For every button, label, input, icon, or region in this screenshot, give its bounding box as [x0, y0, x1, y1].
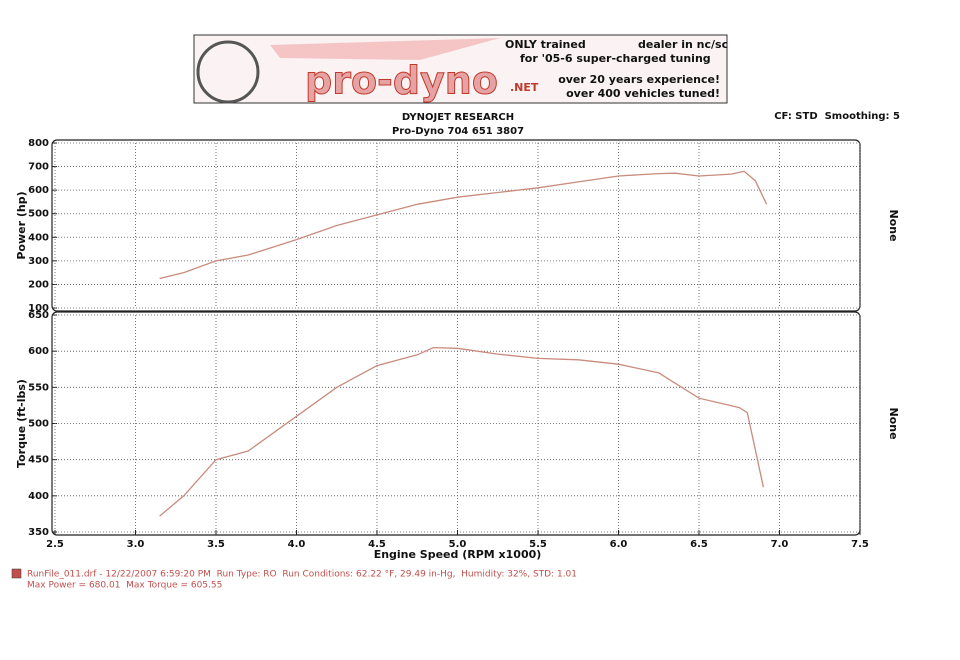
- data-line: [159, 346, 765, 517]
- y2-axis-label: None: [887, 209, 900, 241]
- y-tick-label: 300: [28, 256, 49, 267]
- y-tick-label: 700: [28, 162, 49, 173]
- y-axis-label: Torque (ft-lbs): [15, 379, 28, 468]
- banner: pro-dyno .NET ONLY trained dealer in nc/…: [193, 34, 728, 104]
- banner-logo: pro-dyno: [305, 59, 498, 103]
- banner-logo-suffix: .NET: [510, 81, 539, 94]
- banner-text: over 400 vehicles tuned!: [566, 87, 720, 100]
- y-tick-label: 600: [28, 346, 49, 357]
- chart-note: CF: STD Smoothing: 5: [774, 111, 900, 122]
- x-tick-label: 2.5: [46, 539, 64, 550]
- banner-text: for '05-6 super-charged tuning: [520, 52, 711, 65]
- y-tick-label: 200: [28, 279, 49, 290]
- x-tick-label: 6.0: [610, 539, 628, 550]
- plot-frame: [51, 311, 861, 536]
- y-tick-label: 650: [28, 310, 49, 321]
- x-tick-label: 7.0: [771, 539, 789, 550]
- y2-axis-label: None: [887, 407, 900, 439]
- legend-summary: Max Power = 680.01 Max Torque = 605.55: [27, 581, 222, 591]
- x-tick-label: 5.0: [449, 539, 467, 550]
- banner-text: over 20 years experience!: [558, 73, 720, 86]
- legend-text: RunFile_011.drf - 12/22/2007 6:59:20 PM …: [27, 570, 577, 580]
- banner-text: dealer in nc/sc: [638, 38, 728, 51]
- chart-subtitle: Pro-Dyno 704 651 3807: [392, 126, 524, 137]
- x-tick-label: 3.0: [127, 539, 145, 550]
- y-tick-label: 550: [28, 382, 49, 393]
- x-tick-label: 7.5: [851, 539, 869, 550]
- x-axis-label: Engine Speed (RPM x1000): [374, 548, 542, 561]
- banner-text: ONLY trained: [505, 38, 586, 51]
- x-tick-label: 6.5: [690, 539, 708, 550]
- x-tick-label: 4.5: [368, 539, 386, 550]
- banner-wheel: [196, 40, 260, 104]
- y-tick-label: 800: [28, 138, 49, 149]
- y-tick-label: 400: [28, 232, 49, 243]
- y-tick-label: 100: [28, 303, 49, 314]
- x-tick-label: 4.0: [288, 539, 306, 550]
- y-tick-label: 500: [28, 209, 49, 220]
- data-line: [159, 170, 768, 280]
- banner-swoosh: [270, 38, 500, 60]
- x-tick-label: 5.5: [529, 539, 547, 550]
- y-tick-label: 500: [28, 419, 49, 430]
- y-axis-label: Power (hp): [15, 191, 28, 259]
- legend-swatch: [11, 568, 22, 579]
- y-tick-label: 600: [28, 185, 49, 196]
- y-tick-label: 350: [28, 527, 49, 538]
- y-tick-label: 450: [28, 455, 49, 466]
- chart-title: DYNOJET RESEARCH: [402, 112, 514, 123]
- y-tick-label: 400: [28, 491, 49, 502]
- plot-frame: [51, 139, 861, 312]
- x-tick-label: 3.5: [207, 539, 225, 550]
